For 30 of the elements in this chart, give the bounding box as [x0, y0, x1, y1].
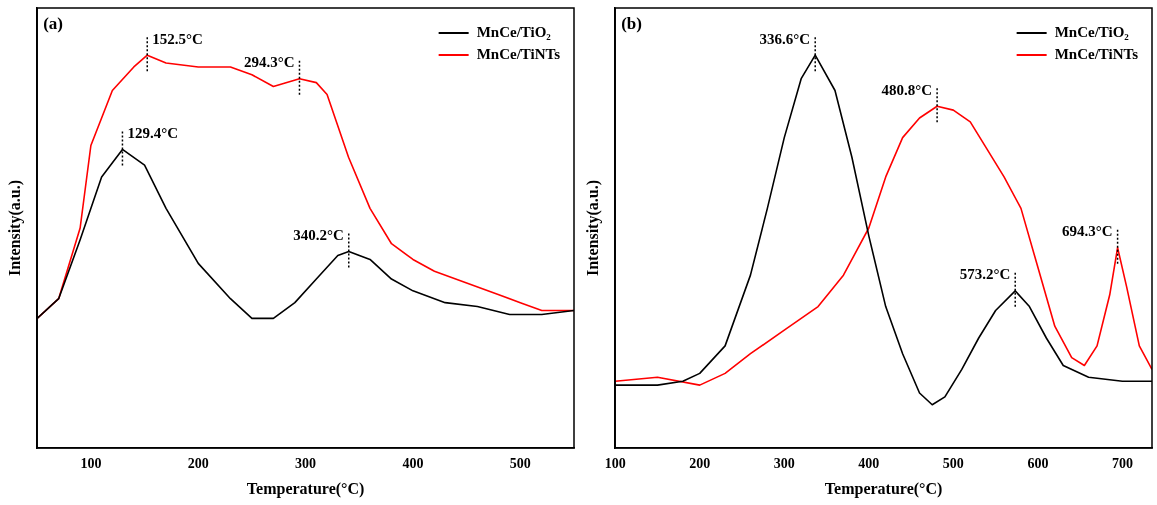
- x-tick-label: 300: [295, 456, 317, 472]
- x-axis-title: Temperature(°C): [824, 479, 943, 498]
- x-tick-label: 300: [773, 456, 795, 472]
- y-axis-title: Intensity(a.u.): [5, 179, 24, 277]
- annotation: 694.3°C: [1062, 223, 1113, 240]
- x-tick-label: 700: [1111, 456, 1133, 472]
- x-tick-label: 600: [1027, 456, 1049, 472]
- legend-label: MnCe/TiNTs: [476, 45, 561, 62]
- legend-label: MnCe/TiNTs: [1054, 45, 1139, 62]
- annotation: 294.3°C: [243, 54, 295, 71]
- annotation: 340.2°C: [293, 226, 344, 243]
- legend-label: MnCe/TiO₂: [1054, 23, 1130, 40]
- x-tick-label: 400: [858, 456, 880, 472]
- annotation: 336.6°C: [759, 30, 811, 47]
- x-tick-label: 200: [187, 456, 209, 472]
- legend-label: MnCe/TiO₂: [476, 23, 552, 40]
- annotation: 480.8°C: [881, 81, 933, 98]
- annotation: 573.2°C: [959, 266, 1011, 283]
- x-tick-label: 200: [689, 456, 711, 472]
- chart-title: (b): [621, 13, 642, 33]
- x-tick-label: 100: [80, 456, 102, 472]
- x-axis-title: Temperature(°C): [246, 479, 365, 498]
- x-tick-label: 100: [604, 456, 626, 472]
- y-axis-title: Intensity(a.u.): [583, 179, 602, 277]
- x-tick-label: 500: [942, 456, 964, 472]
- x-tick-label: 400: [402, 456, 424, 472]
- annotation: 152.5°C: [152, 30, 203, 47]
- x-tick-label: 500: [509, 456, 531, 472]
- chart-title: (a): [43, 13, 64, 33]
- annotation: 129.4°C: [127, 124, 179, 141]
